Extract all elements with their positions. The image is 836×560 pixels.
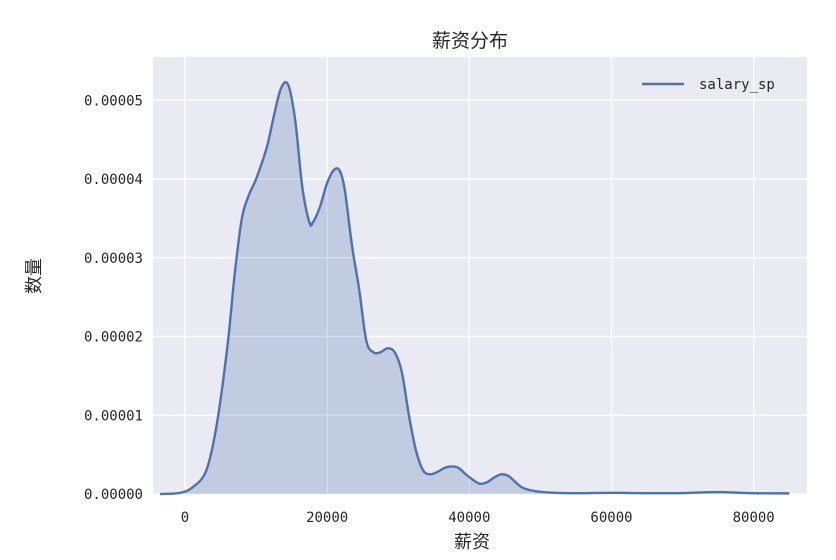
x-tick-label: 20000 [306,510,348,526]
x-tick-label: 80000 [733,510,775,526]
y-axis-label: 数量 [24,258,45,294]
y-tick-label: 0.00001 [84,408,143,424]
x-tick-labels: 0 20000 40000 60000 80000 [181,510,775,526]
legend: salary_sp [642,77,775,93]
x-tick-label: 60000 [590,510,632,526]
x-axis-label: 薪资 [454,532,490,553]
y-tick-label: 0.00002 [84,330,143,346]
y-tick-label: 0.00003 [84,251,143,267]
y-tick-label: 0.00004 [84,172,143,188]
x-tick-label: 0 [181,510,189,526]
x-tick-label: 40000 [448,510,490,526]
density-line [160,80,790,496]
density-area [160,82,790,494]
chart-title: 薪资分布 [432,30,508,52]
plot-background [153,57,807,494]
grid [153,57,807,495]
y-tick-label: 0.00005 [84,93,143,109]
legend-label: salary_sp [699,77,775,93]
y-tick-label: 0.00000 [84,487,143,503]
y-tick-labels: 0.00000 0.00001 0.00002 0.00003 0.00004 0.000… [84,93,143,503]
